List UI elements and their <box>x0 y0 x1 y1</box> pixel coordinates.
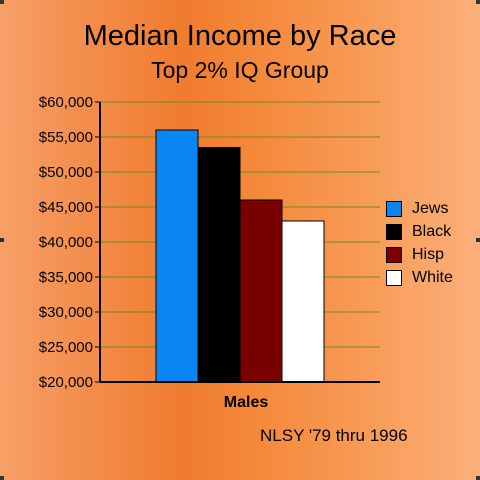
legend-swatch-jews <box>386 200 402 217</box>
legend-swatch-black <box>386 223 402 240</box>
corner-handle-top-right <box>476 0 480 4</box>
y-tick-label-35000: $35,000 <box>39 269 93 286</box>
legend: Jews Black Hisp White <box>386 197 453 289</box>
chart-subtitle: Top 2% IQ Group <box>151 57 329 83</box>
legend-swatch-white <box>386 269 402 286</box>
legend-label-white: White <box>412 268 453 286</box>
bar-jews <box>155 129 199 383</box>
bar-black <box>197 147 241 383</box>
y-tick-label-40000: $40,000 <box>39 234 93 251</box>
y-tick-label-30000: $30,000 <box>39 304 93 321</box>
corner-handle-bottom-right <box>476 476 480 480</box>
x-axis-category-label: Males <box>223 394 269 411</box>
legend-label-black: Black <box>412 222 452 240</box>
y-tick-label-55000: $55,000 <box>39 129 93 146</box>
legend-item-black: Black <box>386 220 453 243</box>
y-tick-label-20000: $20,000 <box>39 374 93 391</box>
y-tick-label-60000: $60,000 <box>39 94 93 111</box>
legend-item-hisp: Hisp <box>386 243 453 266</box>
corner-handle-bottom-left <box>0 476 4 480</box>
chart-title: Median Income by Race <box>83 20 397 52</box>
source-note: NLSY '79 thru 1996 <box>260 426 408 445</box>
legend-item-white: White <box>386 266 453 289</box>
bar-hisp <box>239 199 283 383</box>
legend-swatch-hisp <box>386 246 402 263</box>
legend-item-jews: Jews <box>386 197 453 220</box>
side-handle-left <box>0 238 4 242</box>
legend-label-jews: Jews <box>412 199 449 217</box>
y-tick-label-25000: $25,000 <box>39 339 93 356</box>
y-tick-label-45000: $45,000 <box>39 199 93 216</box>
corner-handle-top-left <box>0 0 4 4</box>
bar-white <box>281 220 325 383</box>
legend-label-hisp: Hisp <box>412 245 445 263</box>
side-handle-right <box>476 238 480 242</box>
y-tick-label-50000: $50,000 <box>39 164 93 181</box>
